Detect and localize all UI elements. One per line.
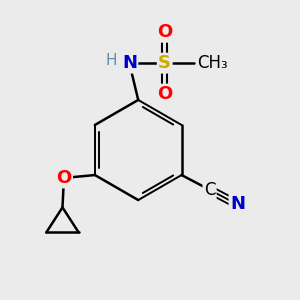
Text: N: N: [230, 196, 245, 214]
Text: O: O: [56, 169, 72, 187]
Text: N: N: [122, 54, 137, 72]
Text: CH₃: CH₃: [197, 54, 228, 72]
Text: O: O: [157, 85, 172, 103]
Text: H: H: [106, 53, 118, 68]
Text: O: O: [157, 23, 172, 41]
Text: S: S: [158, 54, 171, 72]
Text: C: C: [204, 181, 215, 199]
